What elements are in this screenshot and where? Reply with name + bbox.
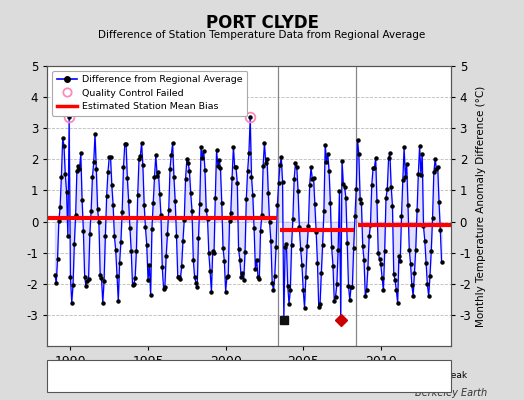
- Y-axis label: Monthly Temperature Anomaly Difference (°C): Monthly Temperature Anomaly Difference (…: [476, 85, 486, 327]
- Legend: Difference from Regional Average, Quality Control Failed, Estimated Station Mean: Difference from Regional Average, Qualit…: [52, 71, 247, 116]
- Text: Time of Obs. Change: Time of Obs. Change: [259, 372, 354, 380]
- Text: PORT CLYDE: PORT CLYDE: [205, 14, 319, 32]
- Text: ▲: ▲: [150, 371, 159, 381]
- Text: Berkeley Earth: Berkeley Earth: [415, 388, 487, 398]
- Text: ♦: ♦: [52, 370, 63, 382]
- Text: Difference of Station Temperature Data from Regional Average: Difference of Station Temperature Data f…: [99, 30, 425, 40]
- Text: Record Gap: Record Gap: [165, 372, 217, 380]
- Text: ▼: ▼: [245, 371, 253, 381]
- Text: ■: ■: [380, 371, 390, 381]
- Text: Empirical Break: Empirical Break: [396, 372, 467, 380]
- Text: Station Move: Station Move: [68, 372, 128, 380]
